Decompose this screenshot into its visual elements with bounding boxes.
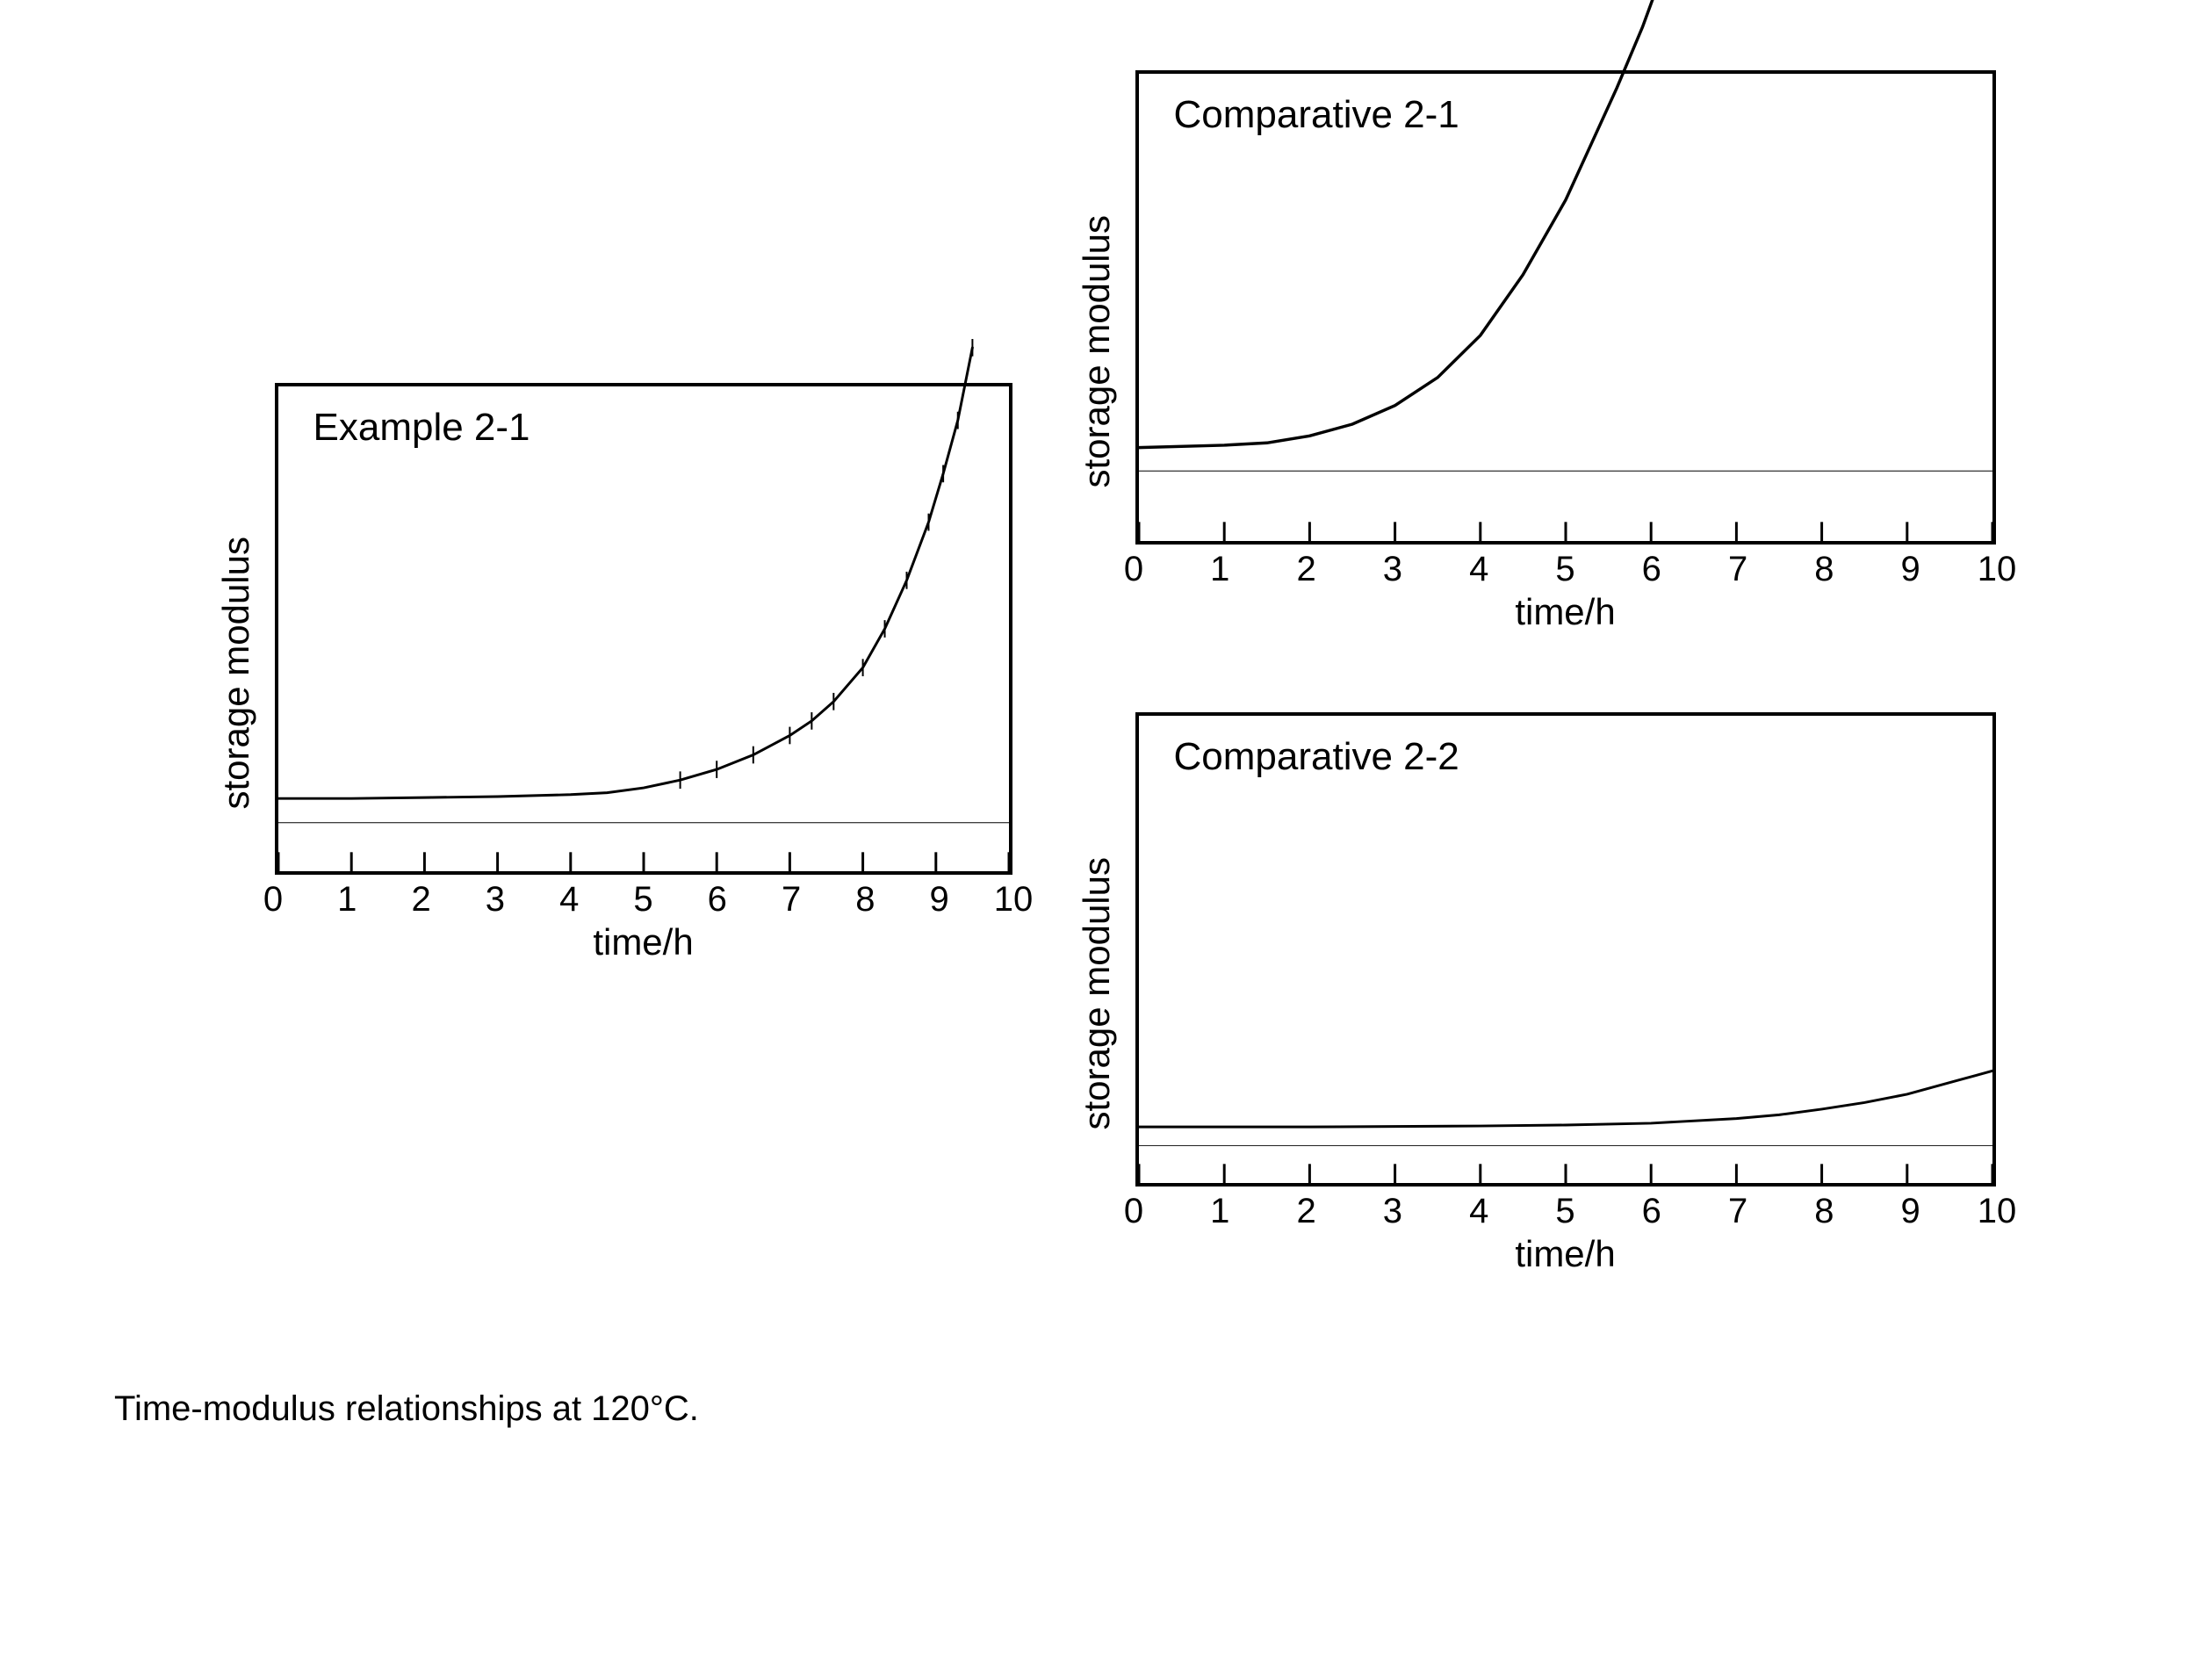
- x-tick: 5: [1565, 1192, 1566, 1231]
- x-tick: 6: [1651, 1192, 1652, 1231]
- chart-body: Comparative 2-2 0 1 2 3 4 5 6 7 8 9 10 time/h: [1134, 712, 1998, 1275]
- x-tick: 10: [1996, 550, 1997, 589]
- x-tick: 8: [1824, 1192, 1825, 1231]
- x-tick: 9: [939, 880, 940, 920]
- figure-container: storage modulus Example 2-1 012345678910…: [35, 70, 2177, 1275]
- y-axis-label: storage modulus: [215, 537, 257, 810]
- left-column: storage modulus Example 2-1 012345678910…: [215, 383, 1014, 963]
- x-axis-label: time/h: [593, 921, 693, 963]
- x-tick: 10: [1996, 1192, 1997, 1231]
- x-tick: 0: [1134, 1192, 1135, 1231]
- x-tick: 3: [1392, 550, 1393, 589]
- x-tick: 5: [1565, 550, 1566, 589]
- chart-example-2-1: storage modulus Example 2-1 012345678910…: [215, 383, 1014, 963]
- x-tick-labels: 012345678910: [273, 880, 1014, 920]
- x-axis-label: time/h: [1515, 1233, 1615, 1275]
- x-tick: 5: [643, 880, 644, 920]
- x-tick: 4: [1479, 550, 1480, 589]
- x-tick: 2: [421, 880, 422, 920]
- curve-svg: [1139, 74, 1992, 541]
- x-tick: 4: [1479, 1192, 1480, 1231]
- y-axis-label: storage modulus: [1076, 857, 1118, 1130]
- curve-svg: [1139, 716, 1992, 1183]
- x-tick: 4: [569, 880, 570, 920]
- y-axis-label: storage modulus: [1076, 215, 1118, 488]
- x-tick: 1: [1220, 550, 1221, 589]
- x-tick: 0: [273, 880, 274, 920]
- x-axis-label: time/h: [1515, 591, 1615, 633]
- x-tick: 9: [1910, 550, 1911, 589]
- x-tick: 7: [791, 880, 792, 920]
- plot-area: Comparative 2-1: [1135, 70, 1996, 545]
- x-tick: 9: [1910, 1192, 1911, 1231]
- right-column: storage modulus Comparative 2-1 0 1 2 3 4 5 6 7…: [1076, 70, 1998, 1275]
- plot-area: Comparative 2-2: [1135, 712, 1996, 1187]
- x-tick-labels: 0 1 2 3 4 5 6 7 8 9 10: [1134, 1192, 1998, 1231]
- x-tick: 10: [1012, 880, 1013, 920]
- x-tick: 1: [347, 880, 348, 920]
- x-tick: 8: [865, 880, 866, 920]
- x-tick: 3: [1392, 1192, 1393, 1231]
- x-tick: 7: [1738, 1192, 1739, 1231]
- figure-caption: Time-modulus relationships at 120°C.: [114, 1389, 2177, 1429]
- plot-area: Example 2-1: [275, 383, 1012, 875]
- chart-comparative-2-1: storage modulus Comparative 2-1 0 1 2 3 4 5 6 7…: [1076, 70, 1998, 633]
- chart-comparative-2-2: storage modulus Comparative 2-2 0 1 2 3 4 5 6 7…: [1076, 712, 1998, 1275]
- x-tick: 2: [1306, 550, 1307, 589]
- x-tick: 2: [1306, 1192, 1307, 1231]
- x-tick: 6: [1651, 550, 1652, 589]
- x-tick: 7: [1738, 550, 1739, 589]
- x-tick-labels: 0 1 2 3 4 5 6 7 8 9 10: [1134, 550, 1998, 589]
- chart-body: Example 2-1 012345678910 time/h: [273, 383, 1014, 963]
- x-tick: 0: [1134, 550, 1135, 589]
- x-tick: 1: [1220, 1192, 1221, 1231]
- x-tick: 3: [494, 880, 495, 920]
- curve-svg: [278, 386, 1009, 871]
- chart-body: Comparative 2-1 0 1 2 3 4 5 6 7 8 9 10 time/h: [1134, 70, 1998, 633]
- x-tick: 8: [1824, 550, 1825, 589]
